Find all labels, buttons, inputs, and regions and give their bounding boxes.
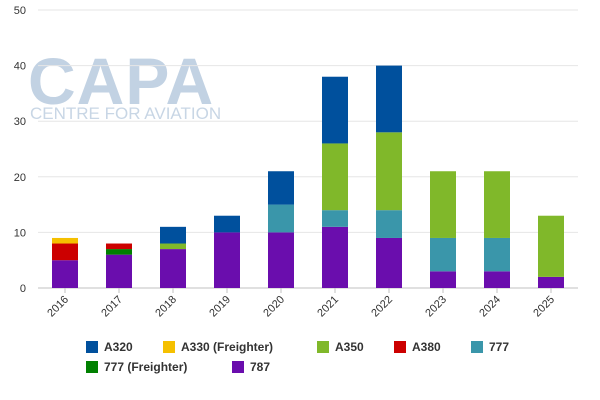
legend-swatch [163,341,175,353]
legend-item[interactable]: 777 (Freighter) [86,360,187,374]
legend-item[interactable]: A380 [394,340,441,354]
legend-item[interactable]: 777 [471,340,509,354]
x-axis: 2016 2017 2018 2019 2020 2021 2022 2023 2024 2025 [45,288,557,319]
legend-item[interactable]: A350 [317,340,364,354]
legend-swatch [232,361,244,373]
bar-segment[interactable] [52,237,78,244]
legend-swatch [394,341,406,353]
bar-segment[interactable] [160,226,186,244]
x-tick-label: 2022 [369,294,395,320]
x-tick-label: 2018 [153,294,179,320]
capa-watermark: CAPA CENTRE FOR AVIATION [28,44,221,123]
y-axis: 0 10 20 30 40 50 [14,5,26,295]
bar-segment[interactable] [538,276,564,288]
bar-segment[interactable] [322,226,348,288]
bar-segment[interactable] [376,237,402,288]
bar-segment[interactable] [430,271,456,288]
y-tick-label: 40 [14,61,26,73]
bar-segment[interactable] [52,260,78,288]
bar-segment[interactable] [160,249,186,288]
legend-label: A320 [104,340,133,354]
legend-swatch [86,341,98,353]
legend-item[interactable]: A320 [86,340,133,354]
bar-segment[interactable] [430,237,456,272]
x-tick-label: 2021 [315,294,341,320]
bar-segment[interactable] [268,204,294,233]
bars [52,65,564,288]
bar-segment[interactable] [106,249,132,255]
x-tick-label: 2025 [531,294,557,320]
x-tick-label: 2016 [45,294,71,320]
watermark-tagline: CENTRE FOR AVIATION [30,104,221,123]
y-tick-label: 10 [14,227,26,239]
bar-segment[interactable] [214,232,240,288]
legend-label: 777 (Freighter) [104,360,187,374]
legend-label: A350 [335,340,364,354]
legend-swatch [471,341,483,353]
legend-swatch [317,341,329,353]
bar-segment[interactable] [52,243,78,261]
x-tick-label: 2020 [261,294,287,320]
x-tick-label: 2023 [423,294,449,320]
bar-segment[interactable] [538,215,564,277]
bar-segment[interactable] [484,237,510,272]
x-tick-label: 2017 [99,294,125,320]
watermark-logo: CAPA [28,44,214,118]
legend-label: 787 [250,360,270,374]
bar-segment[interactable] [430,171,456,238]
bar-segment[interactable] [322,210,348,227]
bar-segment[interactable] [376,65,402,133]
bar-segment[interactable] [268,232,294,288]
legend[interactable]: A320 A330 (Freighter) A350 A380 777 777 (Frei… [86,340,509,374]
y-tick-label: 0 [20,283,26,295]
bar-segment[interactable] [484,171,510,238]
legend-item[interactable]: A330 (Freighter) [163,340,273,354]
x-tick-label: 2024 [477,294,503,320]
bar-segment[interactable] [322,143,348,211]
bar-segment[interactable] [214,215,240,233]
y-tick-label: 30 [14,116,26,128]
legend-swatch [86,361,98,373]
y-tick-label: 20 [14,172,26,184]
legend-label: A380 [412,340,441,354]
legend-item[interactable]: 787 [232,360,270,374]
bar-segment[interactable] [106,243,132,250]
x-tick-label: 2019 [207,294,233,320]
legend-label: A330 (Freighter) [181,340,273,354]
bar-segment[interactable] [160,243,186,250]
bar-segment[interactable] [376,210,402,238]
bar-segment[interactable] [484,271,510,288]
bar-segment[interactable] [106,254,132,288]
bar-segment[interactable] [268,171,294,205]
bar-segment[interactable] [376,132,402,211]
legend-label: 777 [489,340,509,354]
y-tick-label: 50 [14,5,26,17]
bar-segment[interactable] [322,76,348,144]
